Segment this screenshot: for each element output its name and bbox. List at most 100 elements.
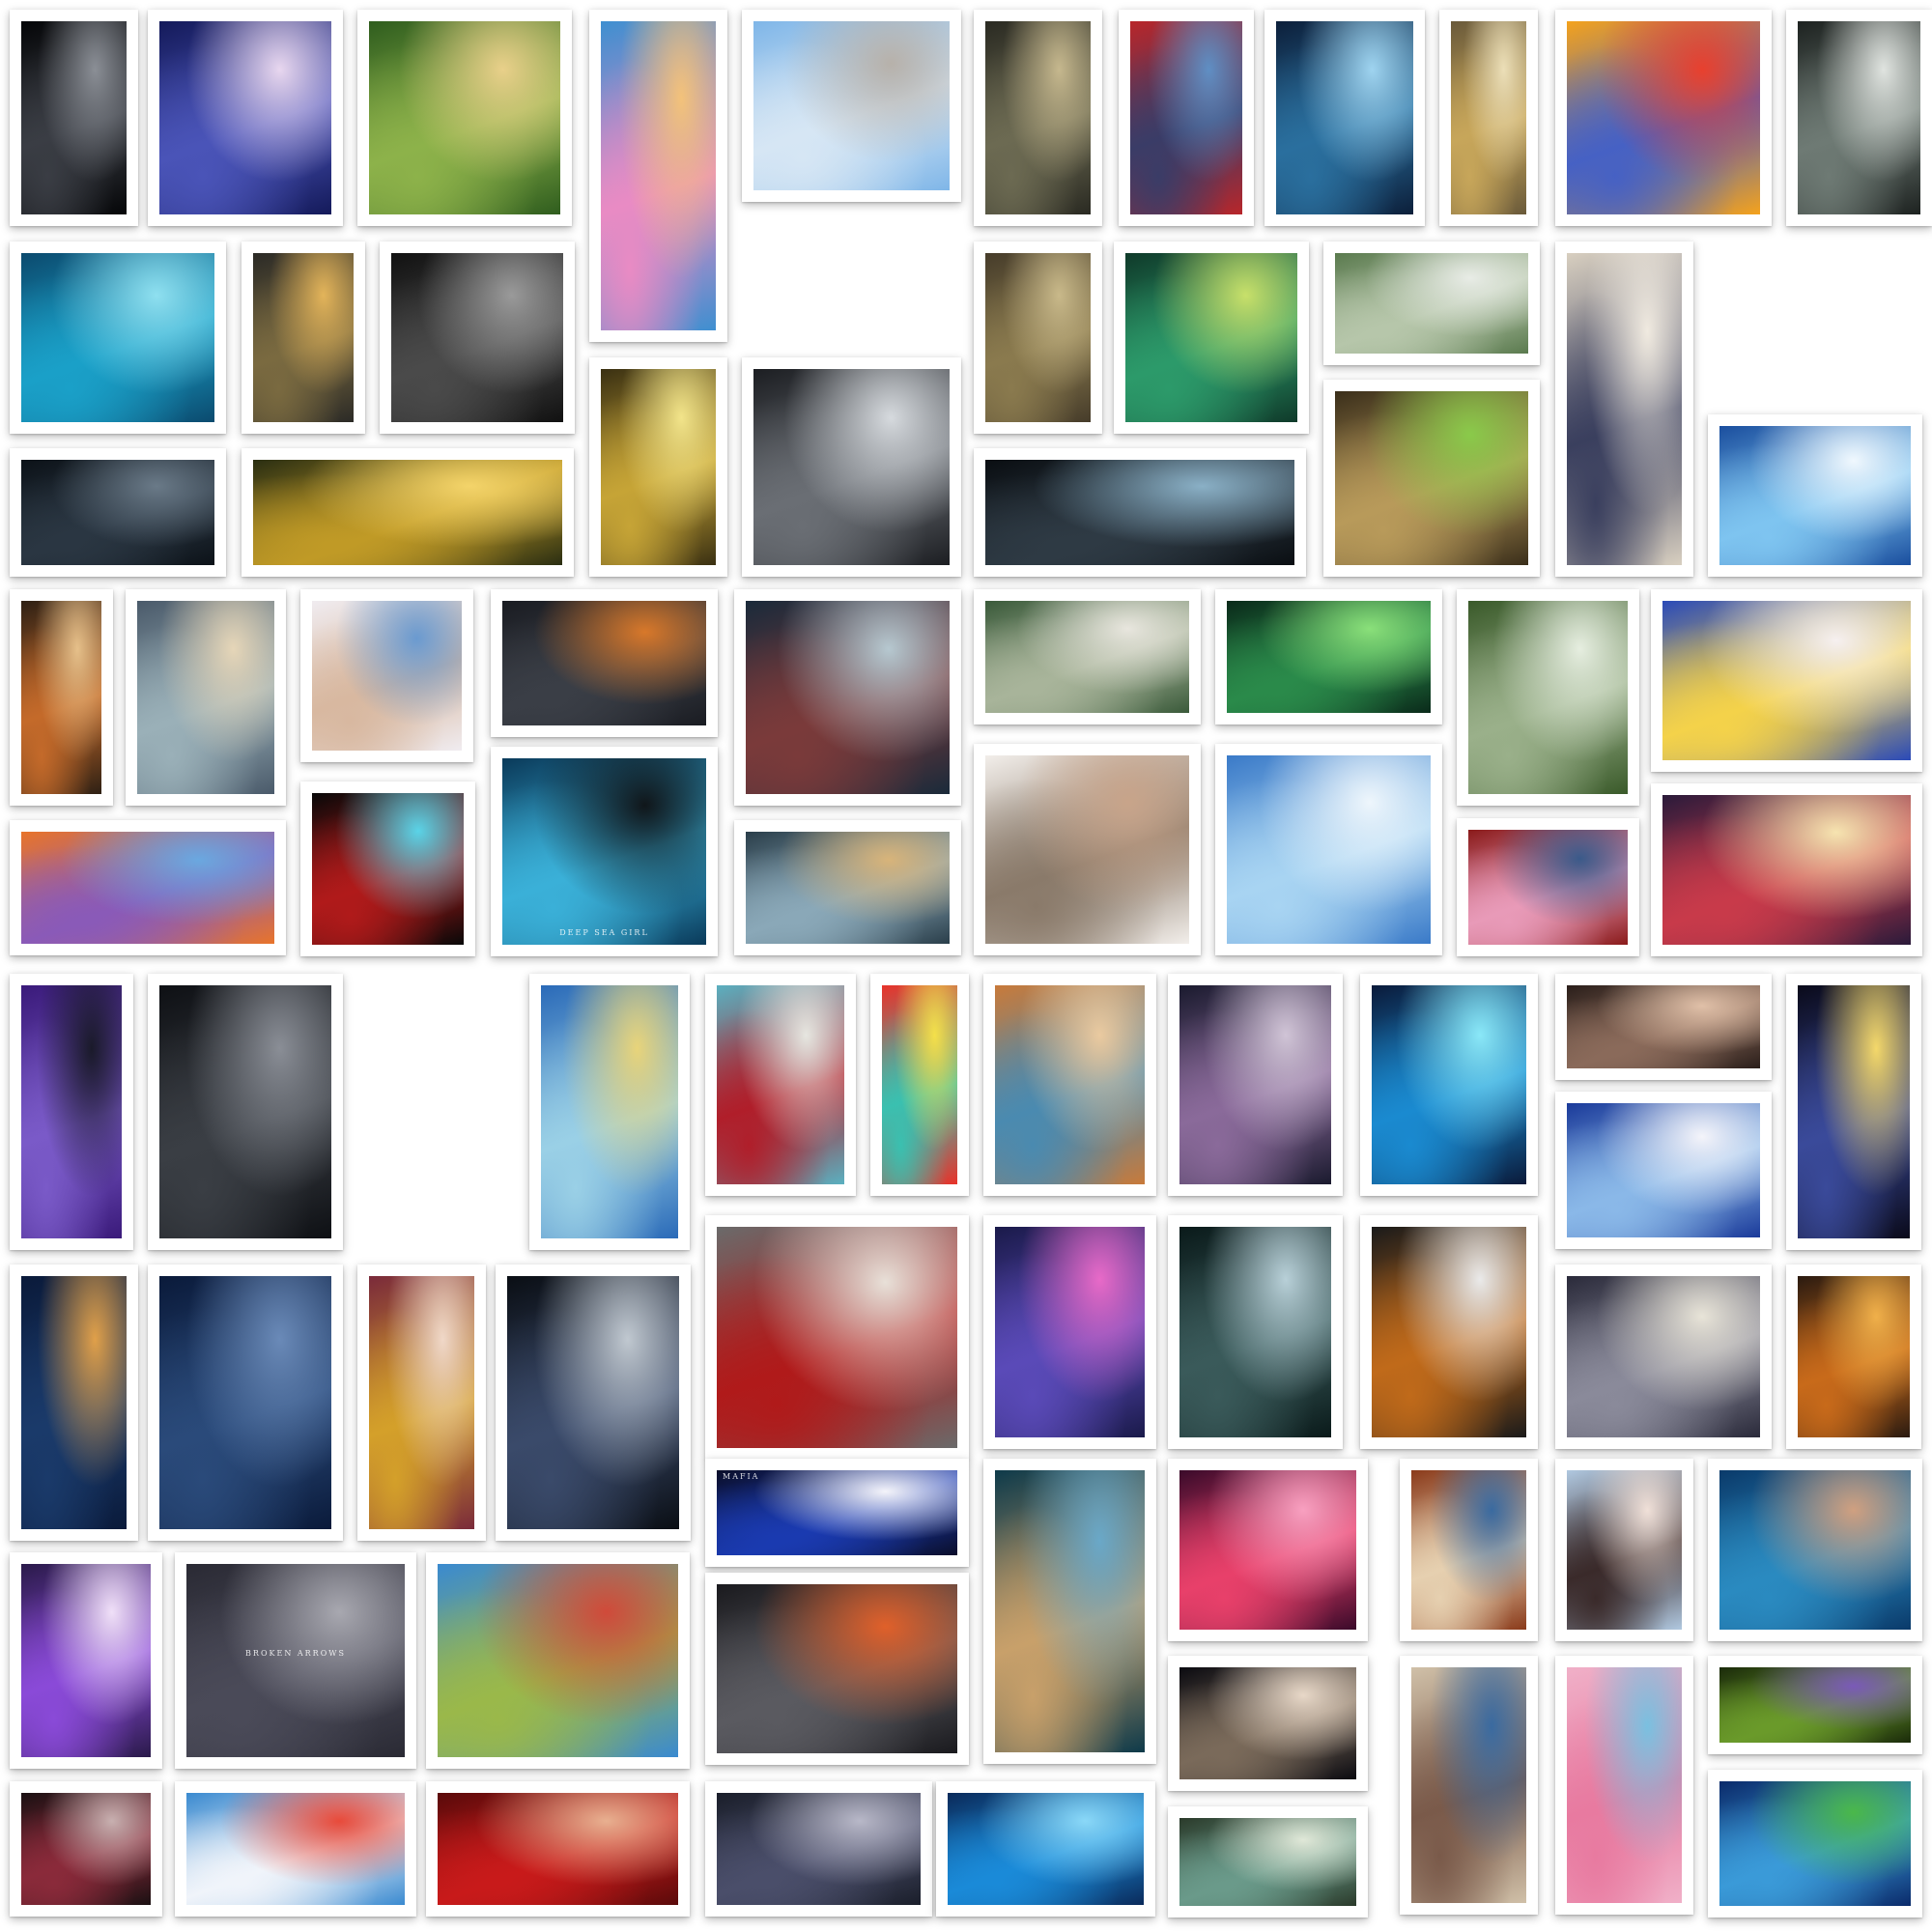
photo-frame-72	[426, 1552, 690, 1769]
photo-frame-14	[380, 242, 575, 434]
photo-frame-22	[742, 357, 961, 577]
artwork-image	[1411, 1667, 1526, 1903]
artwork-image	[746, 601, 950, 794]
photo-frame-67	[1400, 1459, 1538, 1641]
photo-frame-27	[126, 589, 286, 806]
photo-frame-77	[1708, 1656, 1922, 1754]
artwork-image	[985, 21, 1091, 214]
artwork-image	[21, 601, 101, 794]
artwork-image	[995, 985, 1145, 1184]
artwork-image	[21, 21, 127, 214]
artwork-image	[507, 1276, 679, 1529]
artwork-image	[1567, 253, 1682, 565]
photo-frame-68	[1555, 1459, 1693, 1641]
artwork-image	[1567, 1276, 1760, 1437]
artwork-image	[21, 985, 122, 1238]
photo-frame-4	[589, 10, 727, 342]
artwork-image	[717, 1793, 921, 1905]
photo-frame-5	[742, 10, 961, 202]
artwork-image: BROKEN ARROWS	[186, 1564, 405, 1757]
photo-frame-11	[1786, 10, 1932, 226]
photo-frame-80	[426, 1781, 690, 1917]
photo-frame-24	[1323, 380, 1540, 577]
artwork-image	[1335, 391, 1528, 565]
artwork-image	[137, 601, 274, 794]
artwork-image	[1798, 985, 1910, 1238]
artwork-image	[1798, 21, 1920, 214]
photo-frame-78	[10, 1781, 162, 1917]
artwork-image	[948, 1793, 1144, 1905]
artwork-image	[159, 985, 331, 1238]
photo-frame-23	[974, 448, 1306, 577]
photo-frame-21	[589, 357, 727, 577]
photo-frame-39	[974, 744, 1201, 955]
photo-frame-51	[1555, 974, 1772, 1080]
artwork-image	[753, 21, 950, 190]
artwork-image	[1179, 1667, 1356, 1779]
artwork-image	[1798, 1276, 1910, 1437]
photo-frame-70	[10, 1552, 162, 1769]
photo-frame-55	[148, 1264, 343, 1541]
artwork-image	[159, 21, 331, 214]
artwork-image	[1719, 1667, 1911, 1743]
artwork-image	[253, 460, 562, 565]
photo-frame-60	[1168, 1215, 1343, 1449]
photo-frame-3	[357, 10, 572, 226]
photo-frame-74	[1168, 1656, 1368, 1791]
photo-frame-8	[1264, 10, 1425, 226]
photo-frame-48	[983, 974, 1156, 1196]
photo-frame-83	[1168, 1806, 1368, 1918]
artwork-image	[1179, 1818, 1356, 1906]
artwork-image	[21, 460, 214, 565]
photo-frame-43	[10, 974, 133, 1250]
artwork-image	[717, 1227, 957, 1448]
photo-frame-33	[1457, 589, 1639, 806]
photo-frame-32	[1215, 589, 1442, 724]
artwork-image	[159, 1276, 331, 1529]
photo-frame-61	[1360, 1215, 1538, 1449]
photo-frame-16	[1114, 242, 1309, 434]
artwork-image	[1179, 985, 1331, 1184]
photo-frame-10	[1555, 10, 1772, 226]
artwork-image	[391, 253, 563, 422]
photo-frame-81	[705, 1781, 932, 1917]
photo-frame-9	[1439, 10, 1538, 226]
artwork-image	[601, 21, 716, 330]
artwork-image	[21, 253, 214, 422]
photo-frame-62	[1555, 1264, 1772, 1449]
artwork-image	[312, 601, 462, 751]
artwork-image	[1179, 1227, 1331, 1437]
artwork-image	[369, 1276, 474, 1529]
artwork-image	[1130, 21, 1242, 214]
artwork-image: MAFIA	[717, 1470, 957, 1555]
photo-frame-12	[10, 242, 226, 434]
artwork-image	[21, 1793, 151, 1905]
photo-frame-52	[1555, 1092, 1772, 1249]
artwork-image	[1468, 601, 1628, 794]
artwork-image	[1372, 985, 1526, 1184]
artwork-image	[601, 369, 716, 565]
photo-frame-30	[734, 589, 961, 806]
artwork-image	[541, 985, 678, 1238]
artwork-caption: DEEP SEA GIRL	[559, 928, 649, 937]
artwork-image	[1227, 601, 1431, 713]
artwork-image	[985, 460, 1294, 565]
artwork-image	[1719, 1470, 1911, 1630]
artwork-image	[717, 985, 844, 1184]
artwork-image	[1567, 985, 1760, 1068]
artwork-image	[21, 1276, 127, 1529]
photo-frame-29	[491, 589, 718, 737]
artwork-image	[753, 369, 950, 565]
photo-frame-6	[974, 10, 1102, 226]
artwork-image	[1719, 426, 1911, 565]
artwork-image	[1125, 253, 1297, 422]
photo-frame-50	[1360, 974, 1538, 1196]
photo-frame-79	[175, 1781, 416, 1917]
artwork-image	[746, 832, 950, 944]
photo-frame-64: MAFIA	[705, 1459, 969, 1567]
artwork-image	[21, 832, 274, 944]
photo-frame-75	[1400, 1656, 1538, 1915]
photo-frame-31	[974, 589, 1201, 724]
photo-frame-59	[983, 1215, 1156, 1449]
